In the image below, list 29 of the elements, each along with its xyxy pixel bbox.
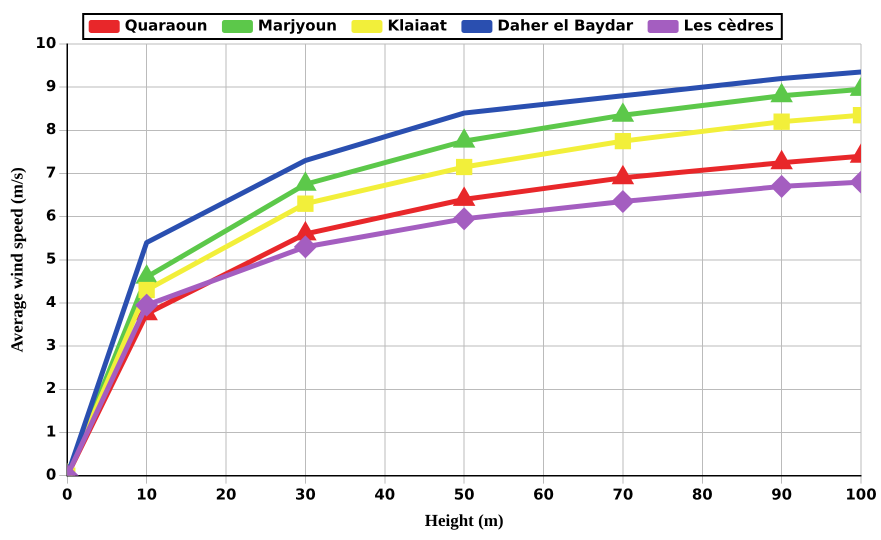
y-tick-label: 1	[46, 422, 56, 440]
y-tick-label: 9	[46, 77, 56, 96]
y-axis-title: Average wind speed (m/s)	[8, 167, 27, 352]
x-tick-label: 60	[533, 485, 554, 504]
legend-label: Quaraoun	[124, 16, 208, 34]
y-tick-label: 2	[46, 379, 56, 398]
x-tick-label: 100	[845, 485, 877, 504]
y-tick-label: 0	[46, 465, 56, 484]
x-tick-label: 30	[294, 485, 316, 504]
y-tick-label: 7	[46, 163, 56, 182]
x-tick-label: 80	[692, 485, 713, 504]
y-tick-label: 6	[46, 206, 56, 225]
x-axis-title: Height (m)	[424, 511, 504, 530]
legend-label: Les cèdres	[684, 16, 774, 34]
x-tick-label: 70	[612, 485, 634, 504]
y-tick-label: 8	[46, 120, 56, 138]
x-tick-label: 50	[454, 485, 475, 504]
legend-label: Daher el Baydar	[497, 16, 634, 34]
x-tick-label: 0	[62, 485, 72, 504]
y-tick-label: 4	[46, 292, 56, 311]
x-tick-label: 20	[216, 485, 236, 504]
y-tick-label: 3	[46, 336, 56, 354]
x-tick-label: 40	[374, 485, 396, 504]
y-tick-label: 10	[35, 34, 56, 52]
legend-label: Marjyoun	[258, 16, 337, 34]
x-tick-label: 10	[136, 485, 158, 504]
legend-label: Klaiaat	[387, 16, 447, 34]
y-tick-label: 5	[46, 250, 56, 268]
x-tick-label: 90	[771, 485, 792, 504]
